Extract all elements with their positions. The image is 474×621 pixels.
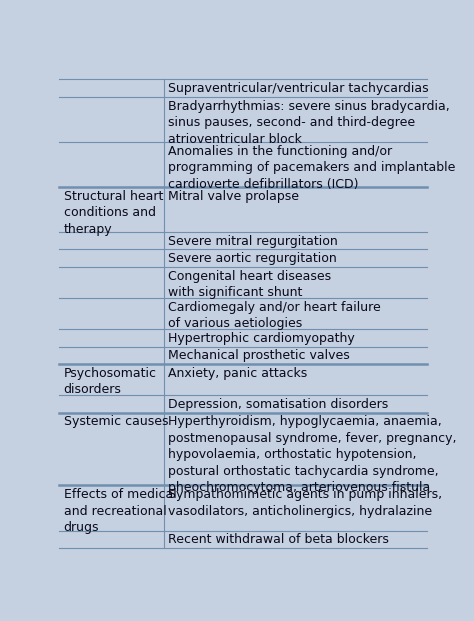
Text: Sympathomimetic agents in pump inhalers,
vasodilators, anticholinergics, hydrala: Sympathomimetic agents in pump inhalers,… [168,488,442,518]
Text: Recent withdrawal of beta blockers: Recent withdrawal of beta blockers [168,533,389,546]
Text: Depression, somatisation disorders: Depression, somatisation disorders [168,398,389,411]
Text: Supraventricular/ventricular tachycardias: Supraventricular/ventricular tachycardia… [168,82,429,95]
Text: Bradyarrhythmias: severe sinus bradycardia,
sinus pauses, second- and third-degr: Bradyarrhythmias: severe sinus bradycard… [168,99,450,145]
Text: Cardiomegaly and/or heart failure
of various aetiologies: Cardiomegaly and/or heart failure of var… [168,301,381,330]
Text: Psychosomatic
disorders: Psychosomatic disorders [64,367,157,396]
Text: Anxiety, panic attacks: Anxiety, panic attacks [168,367,308,380]
Text: Anomalies in the functioning and/or
programming of pacemakers and implantable
ca: Anomalies in the functioning and/or prog… [168,145,456,191]
Text: Hyperthyroidism, hypoglycaemia, anaemia,
postmenopausal syndrome, fever, pregnan: Hyperthyroidism, hypoglycaemia, anaemia,… [168,415,457,494]
Text: Mechanical prosthetic valves: Mechanical prosthetic valves [168,350,350,363]
Text: Mitral valve prolapse: Mitral valve prolapse [168,190,300,203]
Text: Systemic causes: Systemic causes [64,415,168,428]
Text: Congenital heart diseases
with significant shunt: Congenital heart diseases with significa… [168,270,331,299]
Text: Structural heart
conditions and
therapy: Structural heart conditions and therapy [64,190,163,236]
Text: Effects of medical
and recreational
drugs: Effects of medical and recreational drug… [64,488,176,534]
Text: Severe aortic regurgitation: Severe aortic regurgitation [168,252,337,265]
Text: Severe mitral regurgitation: Severe mitral regurgitation [168,235,338,248]
Text: Hypertrophic cardiomyopathy: Hypertrophic cardiomyopathy [168,332,355,345]
